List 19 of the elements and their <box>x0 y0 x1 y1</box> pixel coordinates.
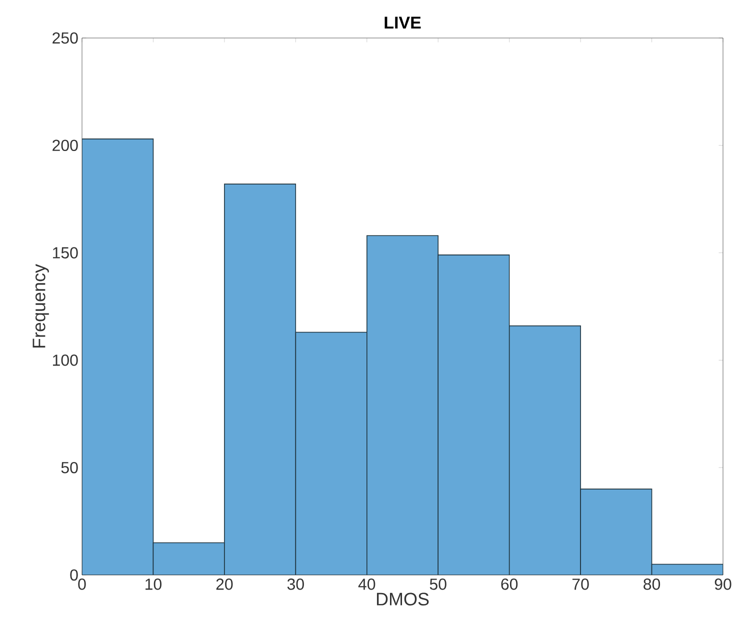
y-tick-label: 100 <box>52 354 78 366</box>
y-tick-label: 0 <box>70 569 78 581</box>
x-tick-label: 0 <box>78 578 86 590</box>
x-tick-label: 40 <box>358 578 376 590</box>
x-tick-label: 30 <box>287 578 304 590</box>
y-axis-title: Frequency <box>32 264 49 348</box>
x-tick-label: 60 <box>501 578 518 590</box>
x-tick-label: 70 <box>572 578 589 590</box>
x-tick-label: 20 <box>216 578 233 590</box>
x-tick-label: 90 <box>714 578 732 590</box>
x-tick-label: 50 <box>430 578 446 590</box>
y-tick-label: 250 <box>52 32 78 44</box>
y-tick-label: 200 <box>52 140 78 152</box>
x-axis-title: DMOS <box>376 592 429 606</box>
x-tick-label: 80 <box>644 578 660 590</box>
y-tick-label: 50 <box>61 462 78 474</box>
chart-title: LIVE <box>384 16 421 28</box>
y-tick-label: 150 <box>52 247 78 258</box>
x-tick-label: 10 <box>146 578 162 590</box>
